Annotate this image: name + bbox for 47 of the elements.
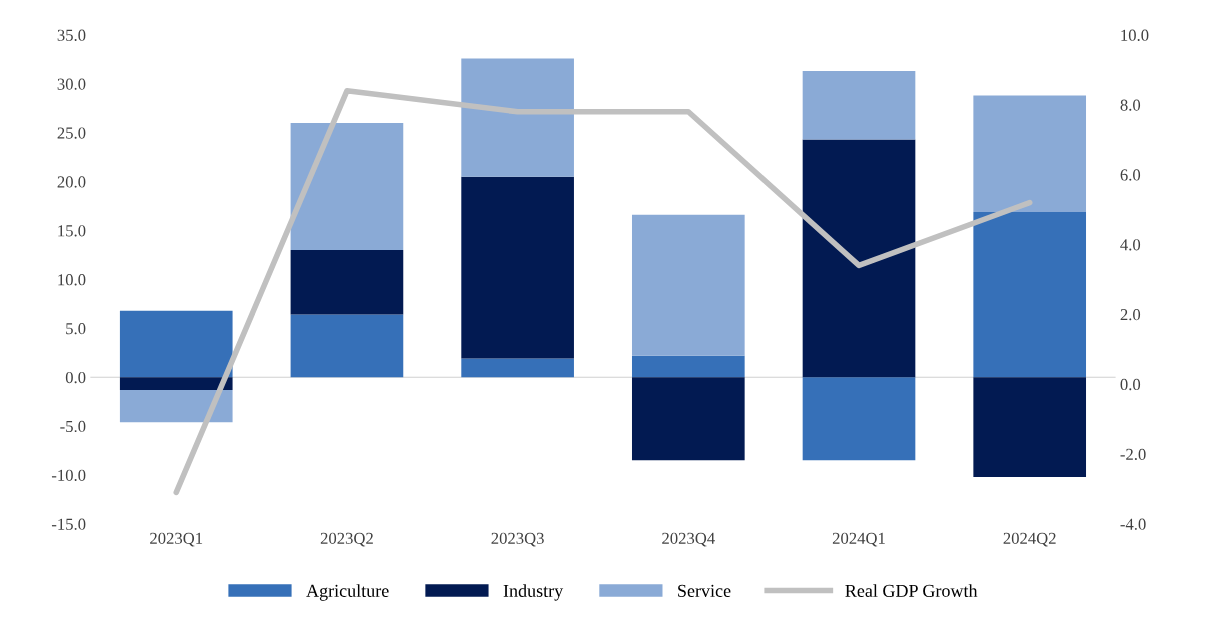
bar [802, 71, 916, 140]
bar [119, 310, 233, 378]
y2-tick-label: -4.0 [1120, 518, 1146, 530]
bar [973, 377, 1087, 477]
bar [802, 377, 916, 461]
y2-tick-label: 2.0 [1120, 309, 1141, 321]
bar [461, 176, 574, 359]
bar [461, 58, 574, 177]
x-tick-label: 2023Q1 [150, 532, 203, 547]
x-tick-label: 2023Q4 [662, 532, 715, 547]
y-tick-label: 10.0 [58, 274, 86, 286]
x-tick-label: 2023Q3 [491, 532, 544, 547]
bar [802, 139, 916, 378]
y-tick-label: -10.0 [51, 469, 86, 481]
bar [461, 358, 574, 378]
y-tick-label: 25.0 [57, 127, 86, 139]
y-tick-label: 0.0 [65, 371, 86, 384]
y2-tick-label: 4.0 [1120, 239, 1141, 251]
bar [631, 377, 745, 461]
legend-label: Industry [503, 584, 564, 601]
y-tick-label: 35.0 [57, 29, 86, 41]
y-tick-label: 20.0 [57, 176, 86, 188]
bar [973, 211, 1087, 378]
bar [290, 122, 404, 251]
bar [631, 355, 745, 378]
y2-tick-label: 6.0 [1120, 169, 1141, 181]
y-tick-label: 30.0 [57, 78, 86, 90]
bar [290, 250, 404, 315]
legend-label: Service [678, 584, 731, 597]
x-tick-label: 2024Q2 [1003, 532, 1056, 547]
bar [290, 314, 404, 378]
y2-tick-label: 10.0 [1121, 29, 1149, 41]
x-tick-label: 2024Q1 [832, 532, 885, 547]
bar [119, 389, 233, 423]
y-tick-label: -15.0 [51, 518, 86, 530]
legend-label: Real GDP Growth [845, 584, 978, 597]
y-tick-label: -5.0 [60, 420, 86, 433]
bar [631, 214, 745, 356]
bar [119, 377, 233, 390]
legend-label: Agriculture [306, 584, 389, 601]
y2-tick-label: -2.0 [1120, 448, 1146, 461]
bar [973, 95, 1087, 212]
y2-tick-label: 8.0 [1120, 99, 1141, 111]
y2-tick-label: 0.0 [1120, 378, 1141, 391]
x-tick-label: 2023Q2 [320, 532, 373, 547]
y-tick-label: 15.0 [58, 225, 86, 237]
y-tick-label: 5.0 [66, 322, 86, 335]
